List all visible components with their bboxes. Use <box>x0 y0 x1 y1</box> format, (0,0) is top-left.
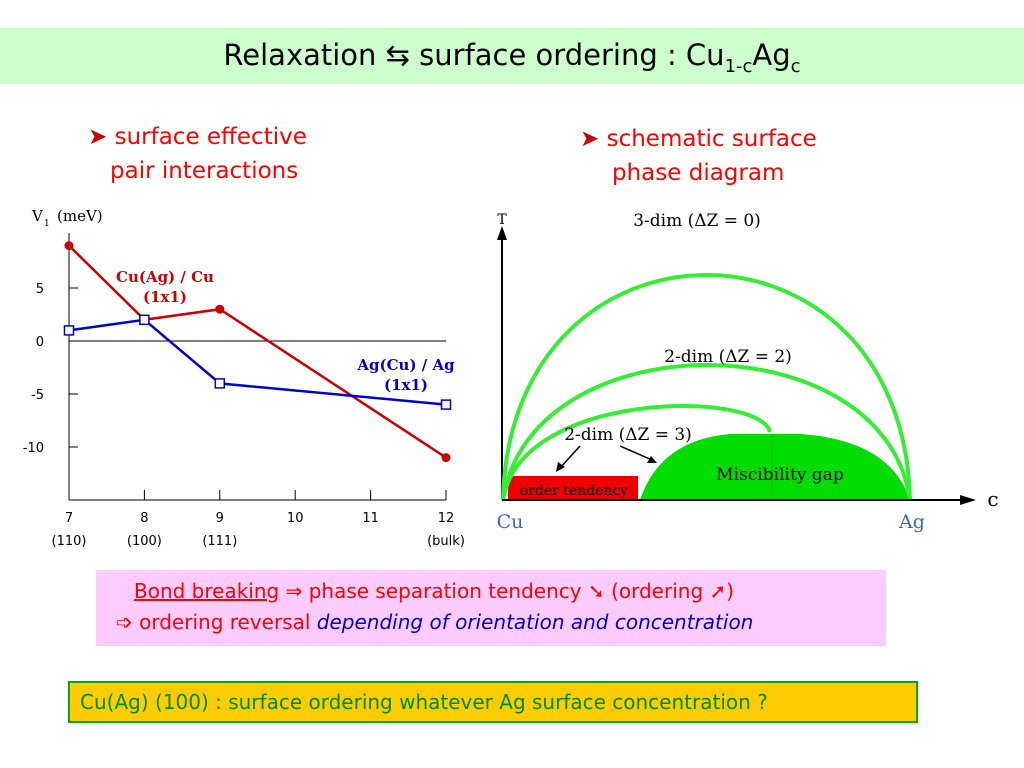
series-line <box>68 244 447 459</box>
pair-interaction-chart: V 1 (meV) 5 0 -5 -10 7 8 9 10 11 12 (110) (100) (11… <box>23 207 465 549</box>
y-axis-label: V <box>31 207 44 225</box>
conclusion-box: Bond breaking ⇒ phase separation tendenc… <box>96 570 886 646</box>
title-bar <box>0 28 1024 84</box>
curve-2dim-a <box>501 363 912 501</box>
data-point <box>441 453 451 463</box>
x-sublabel: (110) <box>52 534 87 549</box>
x-tick-label: 10 <box>287 511 304 526</box>
curve-3dim-label: 3-dim (ΔZ = 0) <box>633 211 761 231</box>
y-tick-label: -5 <box>31 388 44 403</box>
pointer-arrowhead-left-icon <box>556 462 565 472</box>
box-line1: Bond breaking ⇒ phase separation tendenc… <box>134 579 734 603</box>
data-point <box>215 304 225 314</box>
y-ticks: 5 0 -5 -10 <box>23 282 78 456</box>
slide-title: Relaxation ⇆ surface ordering : Cu1-cAgc <box>0 38 1024 77</box>
right-heading-line1: schematic surface <box>606 126 817 152</box>
data-point <box>214 378 226 389</box>
left-heading: ➤ surface effective pair interactions <box>88 120 307 188</box>
phase-separation-text: phase separation tendency <box>308 579 582 603</box>
series-layer <box>63 241 452 463</box>
cu-label: Cu <box>497 511 524 533</box>
y-tick-label: 0 <box>36 335 44 350</box>
x-tick-label: 7 <box>65 511 73 526</box>
left-heading-line1: surface effective <box>114 124 307 150</box>
y-tick-label: -10 <box>23 441 44 456</box>
x-sublabel: (100) <box>127 534 162 549</box>
right-heading: ➤ schematic surface phase diagram <box>580 122 817 190</box>
bond-breaking-text: Bond breaking <box>134 579 280 603</box>
data-point <box>64 241 74 251</box>
data-point <box>139 314 150 326</box>
series-line <box>68 318 447 406</box>
bullet-arrow-icon: ➤ <box>88 124 108 150</box>
up-arrow-icon: ➚ <box>709 579 727 603</box>
c-axis-arrow-icon <box>960 495 976 505</box>
x-sublabel: (111) <box>202 534 237 549</box>
t-axis-label: T <box>497 212 507 228</box>
curve-2dim-b-label: 2-dim (ΔZ = 3) <box>564 425 692 445</box>
data-point <box>63 325 75 336</box>
down-arrow-icon: ➘ <box>587 579 605 603</box>
right-heading-line2: phase diagram <box>612 160 785 186</box>
reversal-arrow-icon: ➩ <box>116 610 133 634</box>
title-sub-2: c <box>790 55 801 77</box>
y-axis-label-sub: 1 <box>44 219 50 229</box>
title-sub-1: 1-c <box>724 55 753 77</box>
c-axis-label: c <box>987 487 998 511</box>
bullet-arrow-icon: ➤ <box>580 126 600 152</box>
curve-2dim-b <box>501 404 772 501</box>
close-paren: ) <box>726 579 735 603</box>
pointer-arrow-right <box>619 445 653 461</box>
t-axis-arrow-icon <box>497 226 507 240</box>
box-line2: ➩ ordering reversal depending of orienta… <box>116 610 753 634</box>
curve-2dim-a-label: 2-dim (ΔZ = 2) <box>664 347 792 367</box>
order-tendency-region <box>508 476 638 500</box>
ordering-text: (ordering <box>611 579 704 603</box>
label-cuag-line2: (1x1) <box>143 288 187 306</box>
miscibility-gap-region <box>640 434 910 500</box>
x-tick-label: 8 <box>140 511 148 526</box>
y-axis-unit: (meV) <box>57 207 103 225</box>
y-tick-label: 5 <box>36 282 44 297</box>
x-tick-label: 11 <box>362 511 379 526</box>
label-agcu-line2: (1x1) <box>384 376 428 394</box>
phase-diagram: T Miscibility gap order tendency 3-dim (… <box>497 211 999 533</box>
data-point <box>440 399 452 410</box>
label-agcu-line1: Ag(Cu) / Ag <box>356 356 455 374</box>
left-heading-line2: pair interactions <box>110 158 299 184</box>
miscibility-label: Miscibility gap <box>716 465 844 485</box>
ag-label: Ag <box>898 511 925 533</box>
ordering-reversal-text: ordering reversal <box>139 610 311 634</box>
order-tendency-label: order tendency <box>520 483 629 499</box>
pointer-arrowhead-right-icon <box>647 456 657 463</box>
x-tick-label: 12 <box>438 511 455 526</box>
x-sublabel: (bulk) <box>427 534 465 549</box>
title-main: Relaxation ⇆ surface ordering : Cu <box>223 38 725 72</box>
x-tick-label: 9 <box>216 511 224 526</box>
curve-3dim <box>501 273 912 501</box>
x-ticks: 7 8 9 10 11 12 (110) (100) (111) (bulk) <box>52 490 465 549</box>
question-box: Cu(Ag) (100) : surface ordering whatever… <box>68 681 918 723</box>
depending-text: depending of orientation and concentrati… <box>316 610 754 634</box>
implies-icon: ⇒ <box>285 579 303 603</box>
pointer-arrow-left <box>559 445 581 469</box>
label-cuag-line1: Cu(Ag) / Cu <box>116 268 214 286</box>
title-mid: Ag <box>752 38 791 72</box>
